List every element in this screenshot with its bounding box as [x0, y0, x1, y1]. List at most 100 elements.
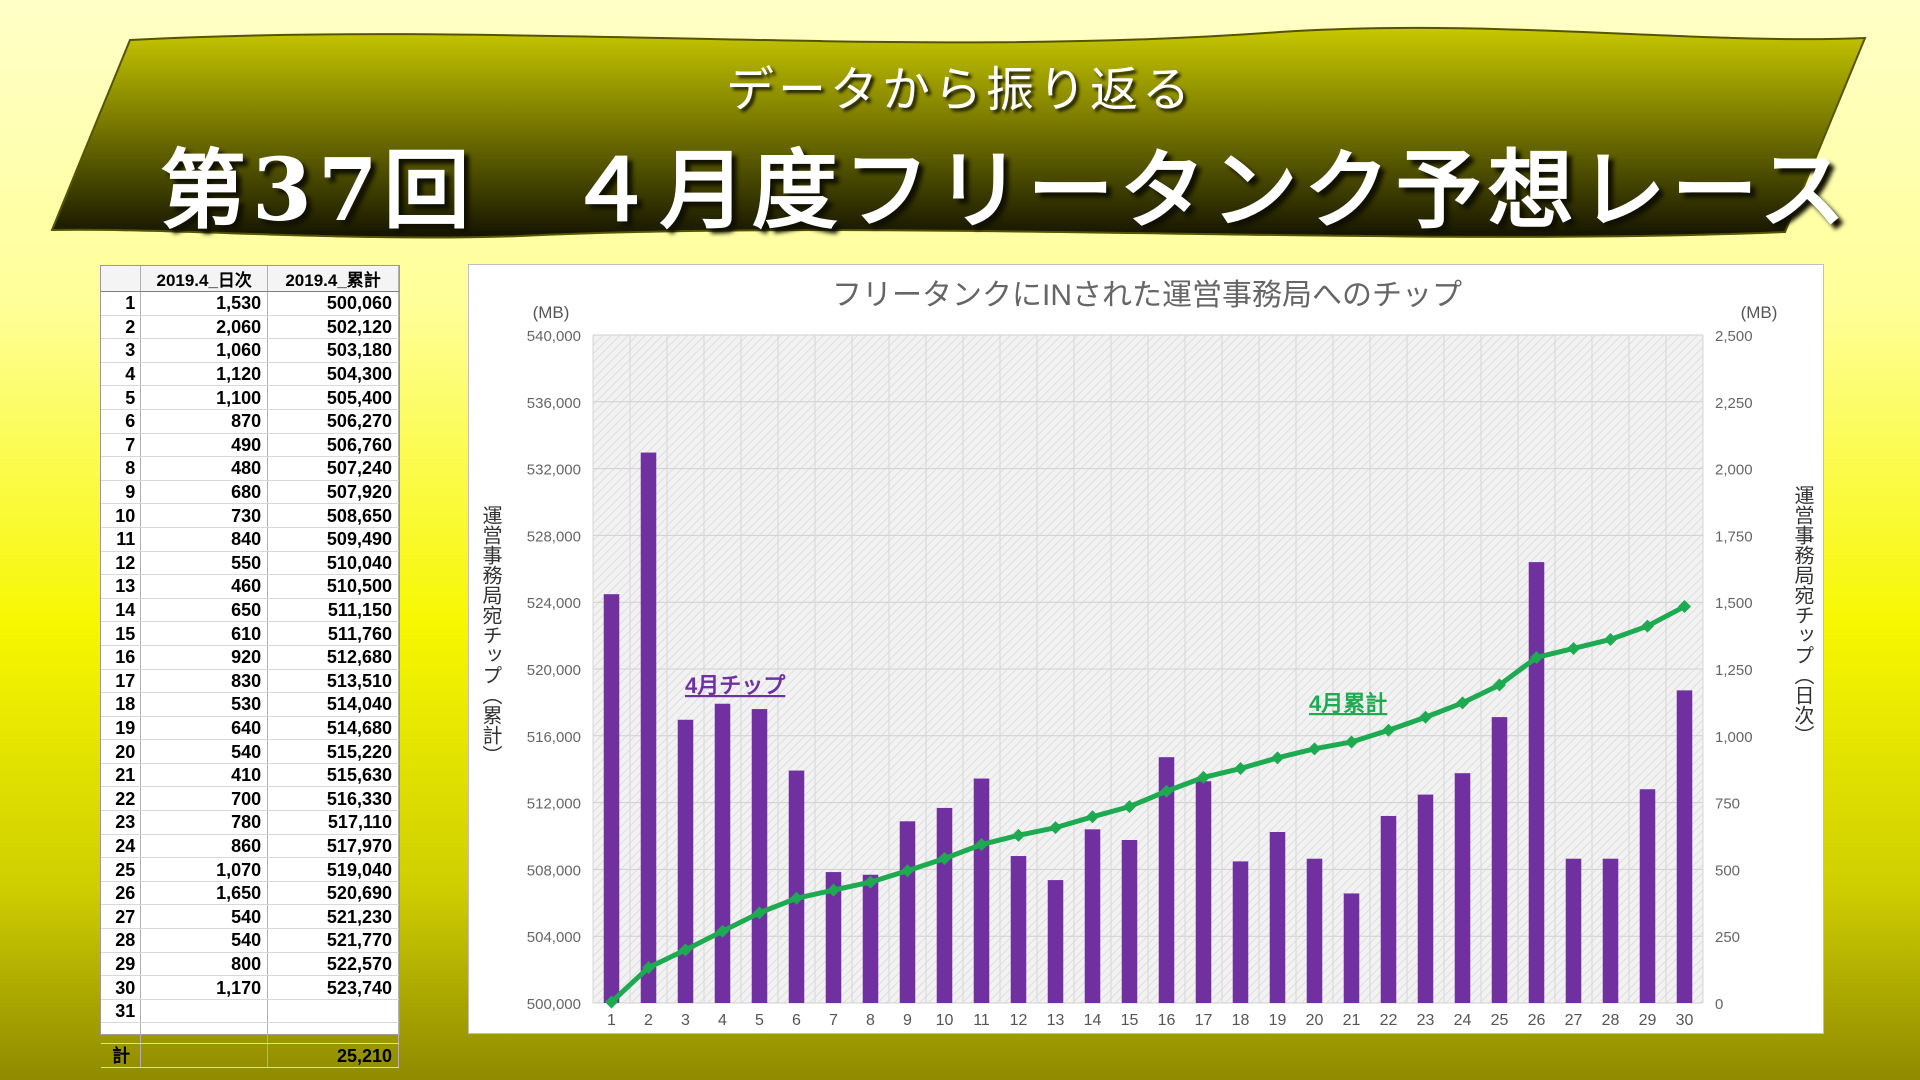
right-axis-tick-label: 2,500	[1715, 328, 1753, 345]
table-cell-day: 7	[101, 433, 142, 458]
data-table: 2019.4_日次 2019.4_累計 1 1,530 500,060 2 2,060 5…	[101, 266, 399, 1068]
line-point-cumulative	[1530, 650, 1543, 664]
table-row: 27 540 521,230	[101, 904, 399, 930]
bar-daily-tip	[1676, 690, 1693, 1003]
table-row: 21 410 515,630	[101, 763, 399, 788]
table-cell-daily: 550	[140, 551, 269, 576]
x-axis-tick-label: 27	[1565, 1012, 1583, 1029]
table-cell-cumulative: 517,970	[267, 834, 399, 859]
bar-daily-tip	[751, 709, 768, 1003]
table-cell-daily: 480	[140, 456, 269, 481]
table-cell-daily: 1,070	[140, 857, 269, 882]
x-axis-tick-label: 26	[1528, 1012, 1546, 1029]
table-cell-daily: 540	[140, 904, 269, 930]
table-cell-daily: 1,530	[140, 291, 269, 316]
table-cell-day: 1	[101, 291, 142, 316]
right-axis-tick-label: 1,250	[1715, 662, 1753, 679]
annotation-april-tips: 4月チップ	[685, 673, 786, 698]
table-cell-day: 16	[101, 645, 142, 670]
table-header-daily: 2019.4_日次	[140, 266, 269, 292]
table-header-cumulative: 2019.4_累計	[267, 266, 399, 292]
line-point-cumulative	[1123, 800, 1136, 814]
bar-daily-tip	[1047, 880, 1064, 1003]
x-axis-tick-label: 11	[973, 1012, 990, 1029]
x-axis-tick-label: 25	[1491, 1012, 1509, 1029]
table-cell-empty	[267, 1022, 399, 1045]
x-axis-tick-label: 18	[1232, 1012, 1250, 1029]
table-cell-day: 12	[101, 551, 142, 576]
line-point-cumulative	[642, 961, 655, 975]
table-cell-daily: 860	[140, 834, 269, 859]
bar-daily-tip	[788, 770, 805, 1003]
left-axis-tick-label: 520,000	[527, 662, 581, 679]
table-cell-empty	[140, 1043, 269, 1068]
bar-daily-tip	[1417, 794, 1434, 1003]
table-cell-daily: 490	[140, 433, 269, 458]
table-cell-day: 26	[101, 881, 142, 906]
bar-daily-tip	[1602, 858, 1619, 1003]
line-point-cumulative	[1493, 678, 1506, 692]
table-cell-daily: 530	[140, 692, 269, 717]
x-axis-tick-label: 19	[1269, 1012, 1287, 1029]
table-cell-cumulative: 513,510	[267, 669, 399, 694]
left-axis-tick-label: 508,000	[527, 862, 581, 879]
table-cell-daily: 1,120	[140, 362, 269, 387]
table-row: 6 870 506,270	[101, 409, 399, 434]
table-row: 4 1,120 504,300	[101, 362, 399, 387]
line-point-cumulative	[901, 864, 914, 878]
bar-daily-tip	[1343, 893, 1360, 1003]
bar-daily-tip	[1306, 858, 1323, 1003]
table-row: 31	[101, 999, 399, 1024]
left-axis-tick-label: 528,000	[527, 528, 581, 545]
line-point-cumulative	[938, 852, 951, 866]
line-point-cumulative	[1308, 742, 1321, 756]
left-axis-unit: (MB)	[533, 303, 570, 322]
x-axis-tick-label: 4	[718, 1012, 727, 1029]
table-cell-cumulative: 512,680	[267, 645, 399, 670]
table-cell-daily	[140, 999, 269, 1024]
bar-daily-tip	[1195, 781, 1212, 1003]
bar-daily-tip	[1380, 815, 1397, 1003]
line-point-cumulative	[864, 875, 877, 889]
table-cell-cumulative: 506,270	[267, 409, 399, 434]
table-row: 18 530 514,040	[101, 692, 399, 717]
table-cell-daily: 460	[140, 574, 269, 599]
table-cell-cumulative: 511,150	[267, 598, 399, 623]
table-row: 24 860 517,970	[101, 834, 399, 859]
x-axis-tick-label: 17	[1195, 1012, 1213, 1029]
x-axis-tick-label: 12	[1010, 1012, 1028, 1029]
bar-daily-tip	[862, 874, 879, 1003]
table-cell-day: 23	[101, 810, 142, 835]
table-cell-cumulative: 515,220	[267, 739, 399, 764]
table-cell-day: 30	[101, 975, 142, 1000]
table-row: 19 640 514,680	[101, 716, 399, 741]
bar-daily-tip	[1158, 757, 1175, 1003]
right-axis-tick-label: 0	[1715, 996, 1723, 1013]
bar-daily-tip	[714, 703, 731, 1003]
table-cell-day: 20	[101, 739, 142, 764]
table-cell-daily: 1,170	[140, 975, 269, 1000]
line-point-cumulative	[1086, 810, 1099, 824]
table-header-day	[101, 266, 142, 292]
bar-daily-tip	[1084, 829, 1101, 1003]
table-cell-day: 4	[101, 362, 142, 387]
x-axis-tick-label: 21	[1343, 1012, 1361, 1029]
right-axis-tick-label: 2,000	[1715, 462, 1753, 479]
table-cell-cumulative: 509,490	[267, 527, 399, 552]
left-axis-tick-label: 516,000	[527, 729, 581, 746]
table-cell-daily: 650	[140, 598, 269, 623]
x-axis-tick-label: 28	[1602, 1012, 1620, 1029]
x-axis-tick-label: 8	[866, 1012, 875, 1029]
table-cell-cumulative: 521,770	[267, 928, 399, 953]
line-point-cumulative	[790, 891, 803, 905]
x-axis-tick-label: 5	[755, 1012, 764, 1029]
x-axis-tick-label: 1	[607, 1012, 616, 1029]
x-axis-tick-label: 23	[1417, 1012, 1435, 1029]
table-cell-cumulative: 503,180	[267, 338, 399, 363]
right-axis-unit: (MB)	[1741, 303, 1778, 322]
x-axis-tick-label: 7	[829, 1012, 838, 1029]
right-axis-tick-label: 500	[1715, 862, 1740, 879]
table-cell-cumulative: 514,040	[267, 692, 399, 717]
bar-daily-tip	[973, 778, 990, 1003]
table-cell-day: 28	[101, 928, 142, 953]
